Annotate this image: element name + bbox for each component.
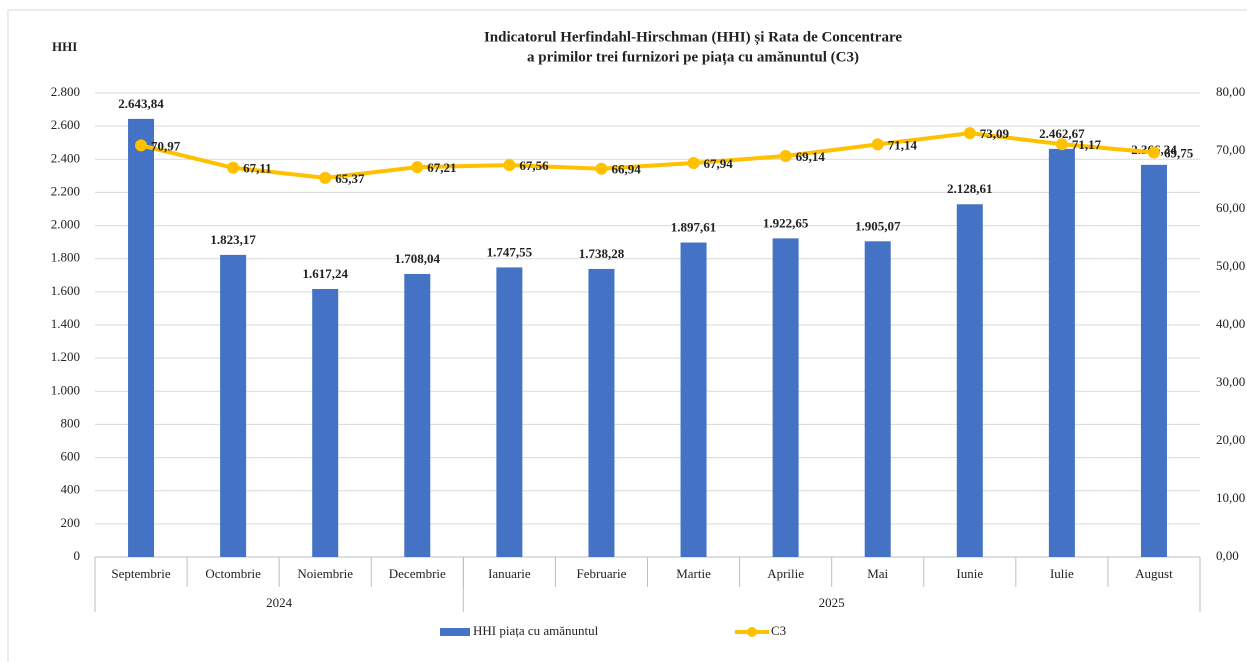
y2-tick-label: 0,00 xyxy=(1216,548,1239,563)
legend-label: C3 xyxy=(771,623,786,638)
group-label: 2025 xyxy=(819,595,845,610)
y-tick-label: 2.000 xyxy=(51,217,80,232)
y-tick-label: 600 xyxy=(61,449,81,464)
bar xyxy=(772,238,799,557)
y2-tick-label: 60,00 xyxy=(1216,200,1245,215)
y-tick-label: 400 xyxy=(61,482,81,497)
line-point xyxy=(503,159,516,172)
bar-value-label: 1.738,28 xyxy=(579,246,625,261)
y2-tick-label: 80,00 xyxy=(1216,84,1245,99)
line xyxy=(140,131,1155,180)
x-tick-label: August xyxy=(1135,566,1173,581)
x-tick-label: Februarie xyxy=(577,566,627,581)
bar-value-label: 1.747,55 xyxy=(487,244,533,259)
bar xyxy=(680,242,707,557)
line-value-label: 73,09 xyxy=(980,126,1010,141)
bar-value-label: 1.897,61 xyxy=(671,220,717,235)
y-tick-label: 800 xyxy=(61,415,81,430)
y2-tick-label: 20,00 xyxy=(1216,432,1245,447)
bar xyxy=(128,118,155,558)
bar-value-label: 2.462,67 xyxy=(1039,126,1085,141)
bar-value-label: 1.905,07 xyxy=(855,218,901,233)
bar xyxy=(956,204,983,557)
chart-frame xyxy=(7,9,1247,662)
y-tick-label: 2.800 xyxy=(51,84,80,99)
line-value-label: 71,14 xyxy=(888,137,918,152)
line-value-label: 71,17 xyxy=(1072,137,1102,152)
x-tick-label: Aprilie xyxy=(767,566,804,581)
line-value-label: 67,94 xyxy=(704,156,734,171)
line-value-label: 69,75 xyxy=(1164,145,1194,160)
x-tick-label: Noiembrie xyxy=(297,566,353,581)
y-tick-label: 2.600 xyxy=(51,117,80,132)
line-point xyxy=(871,138,884,151)
y2-tick-label: 30,00 xyxy=(1216,374,1245,389)
x-tick-label: Mai xyxy=(867,566,888,581)
y-tick-label: 1.600 xyxy=(51,283,80,298)
line-value-label: 67,56 xyxy=(519,158,549,173)
line-point xyxy=(779,149,792,162)
bar xyxy=(1140,164,1167,558)
bar-value-label: 2.643,84 xyxy=(118,96,164,111)
bar xyxy=(496,267,523,557)
line-point xyxy=(135,139,148,152)
x-tick-label: Martie xyxy=(676,566,711,581)
y2-tick-label: 10,00 xyxy=(1216,490,1245,505)
y2-tick-label: 70,00 xyxy=(1216,142,1245,157)
line-point xyxy=(963,127,976,140)
y-tick-label: 1.400 xyxy=(51,316,80,331)
y-axis-label: HHI xyxy=(52,39,77,54)
line-point xyxy=(1147,146,1160,159)
legend-label: HHI piața cu amănuntul xyxy=(473,623,599,638)
bar xyxy=(864,241,891,558)
line-point xyxy=(227,161,240,174)
legend-swatch xyxy=(747,627,757,637)
y2-tick-label: 40,00 xyxy=(1216,316,1245,331)
y-tick-label: 1.800 xyxy=(51,250,80,265)
line-value-label: 65,37 xyxy=(335,171,365,186)
y-tick-label: 1.000 xyxy=(51,382,80,397)
y-tick-label: 200 xyxy=(61,515,81,530)
x-tick-label: Octombrie xyxy=(205,566,261,581)
line-point xyxy=(411,161,424,174)
legend-swatch xyxy=(440,628,470,636)
bar-value-label: 2.128,61 xyxy=(947,181,993,196)
line-value-label: 70,97 xyxy=(151,138,181,153)
chart-title: a primilor trei furnizori pe piața cu am… xyxy=(527,49,859,65)
y-tick-label: 0 xyxy=(74,548,81,563)
chart-title: Indicatorul Herfindahl-Hirschman (HHI) ș… xyxy=(484,29,902,45)
x-tick-label: Iulie xyxy=(1050,566,1074,581)
bar-value-label: 1.617,24 xyxy=(302,266,348,281)
bar xyxy=(404,273,431,557)
y-tick-label: 2.400 xyxy=(51,150,80,165)
bar xyxy=(1048,148,1075,558)
bar xyxy=(588,268,615,557)
y-tick-label: 2.200 xyxy=(51,183,80,198)
line-point xyxy=(319,171,332,184)
x-tick-label: Iunie xyxy=(956,566,983,581)
line-value-label: 67,21 xyxy=(427,160,456,175)
line-value-label: 69,14 xyxy=(796,149,826,164)
bar xyxy=(312,289,339,557)
x-tick-label: Septembrie xyxy=(111,566,170,581)
bar-value-label: 1.922,65 xyxy=(763,215,809,230)
x-tick-label: Decembrie xyxy=(389,566,446,581)
line-point xyxy=(687,156,700,169)
line-value-label: 67,11 xyxy=(243,161,272,176)
bar-value-label: 1.708,04 xyxy=(395,251,441,266)
group-label: 2024 xyxy=(266,595,293,610)
line-point xyxy=(1055,138,1068,151)
y-tick-label: 1.200 xyxy=(51,349,80,364)
bar xyxy=(220,254,247,557)
line-point xyxy=(595,162,608,175)
bar-value-label: 1.823,17 xyxy=(210,232,256,247)
y2-tick-label: 50,00 xyxy=(1216,258,1245,273)
line-value-label: 66,94 xyxy=(611,162,641,177)
x-tick-label: Ianuarie xyxy=(488,566,531,581)
